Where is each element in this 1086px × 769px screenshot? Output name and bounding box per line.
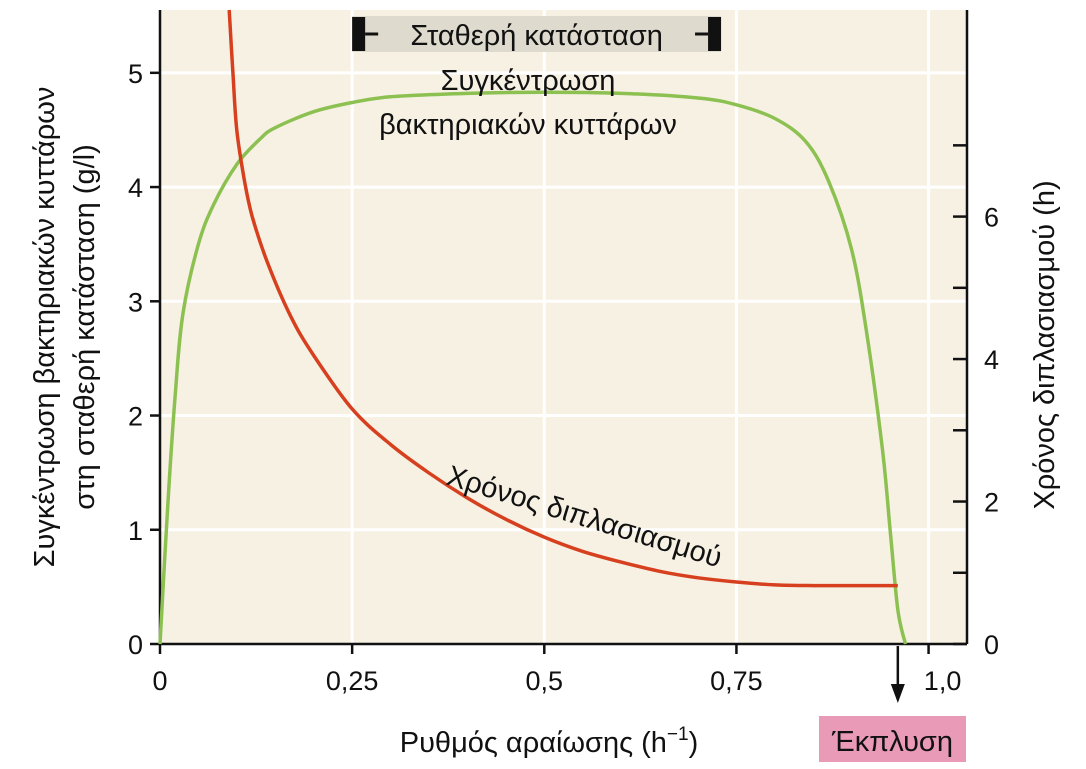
y-left-tick-label-0: 0 (128, 630, 143, 660)
left-axis-title-line2: στη σταθερή κατάσταση (g/l) (69, 144, 101, 509)
series-line-doubling-time (227, 9, 898, 588)
y-right-tick-label-2: 2 (984, 488, 999, 518)
x-tick-label-3: 0,75 (710, 666, 763, 696)
y-right-tick-label-4: 4 (984, 345, 999, 375)
series-line-cell-concentration (158, 90, 908, 645)
series-label-concentration-line1: Συγκέντρωση (441, 65, 616, 97)
svg-text:Ρυθμός αραίωσης (h−1): Ρυθμός αραίωσης (h−1) (400, 724, 699, 759)
x-tick-label-2: 0,5 (526, 666, 564, 696)
y-left-tick-label-5: 5 (128, 59, 143, 89)
axis-ticks: 0 0,25 0,5 0,75 1,0 0 1 2 3 4 5 0 2 4 6 (128, 59, 999, 696)
y-left-tick-label-1: 1 (128, 516, 143, 546)
x-tick-label-0: 0 (152, 666, 167, 696)
washout-label: Έκπλυση (831, 726, 953, 758)
y-left-tick-label-2: 2 (128, 402, 143, 432)
x-tick-label-4: 1,0 (924, 666, 962, 696)
x-tick-label-1: 0,25 (326, 666, 379, 696)
y-left-tick-label-3: 3 (128, 287, 143, 317)
steady-state-label: Σταθερή κατάσταση (410, 20, 663, 52)
y-left-tick-label-4: 4 (128, 173, 143, 203)
left-axis-title-line1: Συγκέντρωση βακτηριακών κυττάρων (29, 87, 61, 568)
steady-state-cap-left (352, 17, 366, 51)
y-right-tick-label-0: 0 (984, 630, 999, 660)
washout-annotation: Έκπλυση (819, 646, 966, 762)
washout-box (819, 716, 966, 762)
steady-state-annotation: Σταθερή κατάσταση (352, 16, 722, 52)
right-axis-title: Χρόνος διπλασιασμού (h) (1029, 180, 1061, 509)
x-axis-title-main: Ρυθμός αραίωσης (h (400, 727, 667, 759)
steady-state-box (352, 16, 722, 52)
washout-arrow-head (890, 684, 905, 703)
x-axis-title: Ρυθμός αραίωσης (h−1) (400, 724, 699, 759)
x-axis-title-close: ) (689, 727, 699, 759)
grid (160, 10, 967, 644)
series-label-concentration-line2: βακτηριακών κυττάρων (379, 109, 677, 141)
plot-background (160, 10, 967, 644)
steady-state-cap-right (708, 17, 722, 51)
x-axis-title-superscript: −1 (667, 724, 689, 745)
y-right-tick-label-6: 6 (984, 203, 999, 233)
